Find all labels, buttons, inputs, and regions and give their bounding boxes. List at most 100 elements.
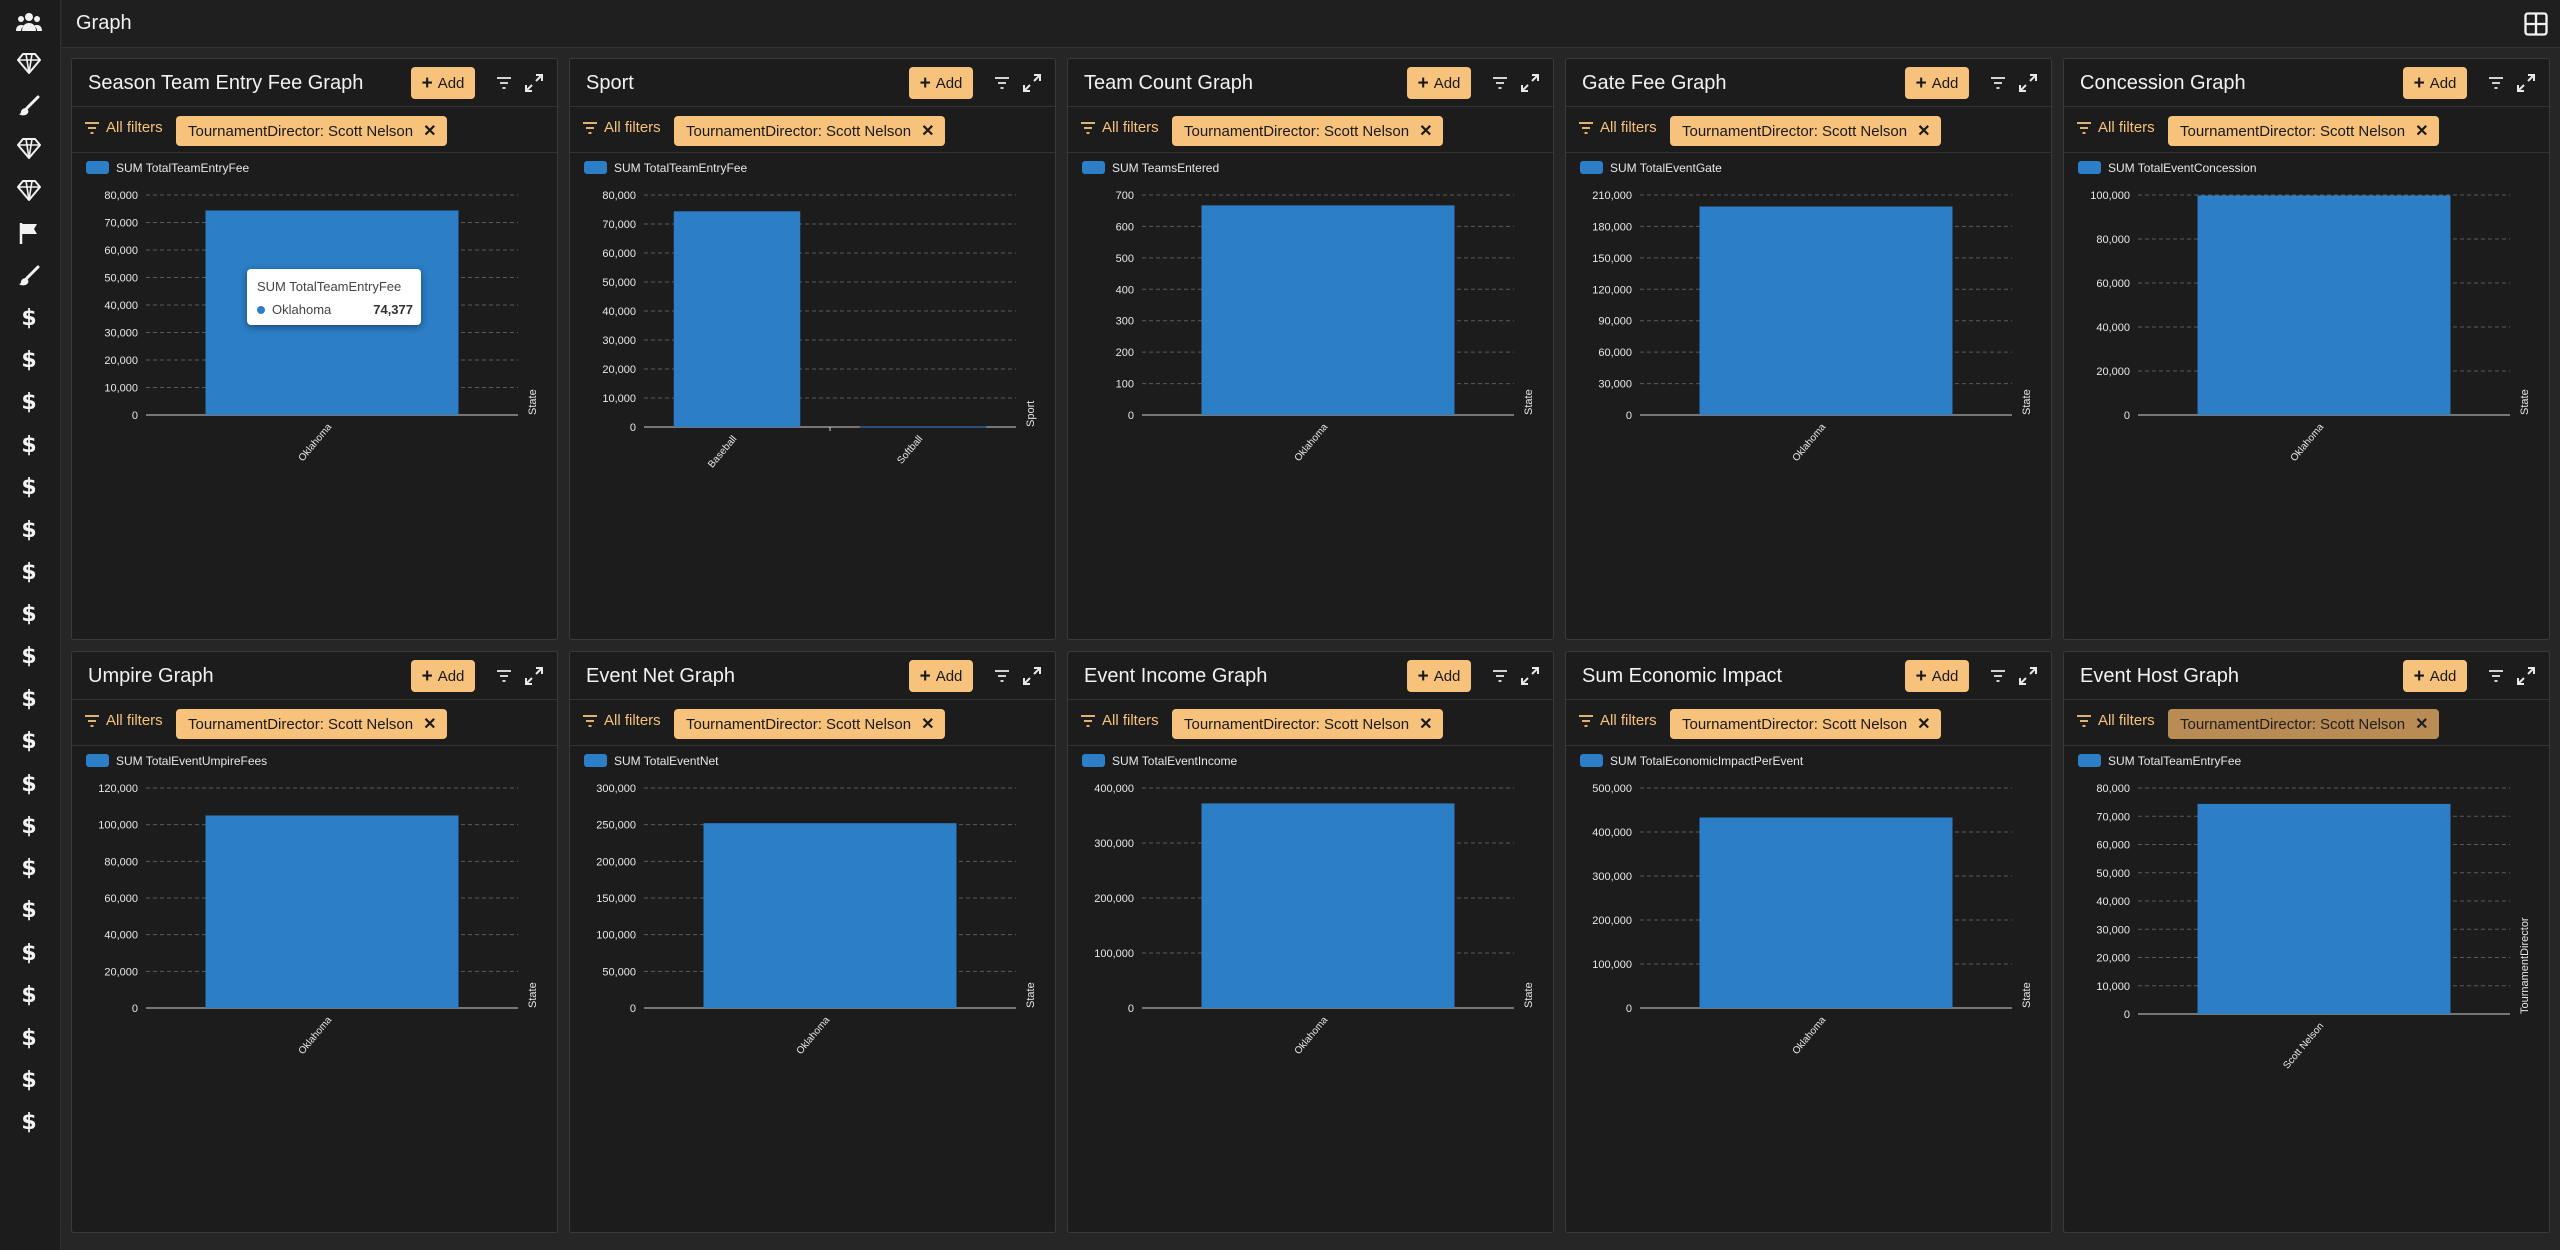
- expand-icon[interactable]: [1021, 72, 1043, 94]
- flag-icon[interactable]: [13, 217, 45, 249]
- all-filters-button[interactable]: All filters: [1578, 119, 1657, 136]
- filter-chip[interactable]: TournamentDirector: Scott Nelson ✕: [2168, 116, 2439, 146]
- legend[interactable]: SUM TotalTeamEntryFee: [86, 161, 249, 175]
- dollar-icon[interactable]: $: [21, 517, 37, 543]
- legend[interactable]: SUM TotalTeamEntryFee: [2078, 754, 2241, 768]
- close-icon[interactable]: ✕: [921, 716, 935, 733]
- expand-icon[interactable]: [2017, 72, 2039, 94]
- brush-icon[interactable]: [13, 260, 45, 292]
- filter-icon[interactable]: [1489, 72, 1511, 94]
- close-icon[interactable]: ✕: [423, 123, 437, 140]
- filter-icon[interactable]: [1987, 665, 2009, 687]
- bar[interactable]: [205, 815, 459, 1009]
- dollar-icon[interactable]: $: [21, 897, 37, 923]
- expand-icon[interactable]: [2515, 665, 2537, 687]
- all-filters-button[interactable]: All filters: [582, 712, 661, 729]
- legend[interactable]: SUM TotalEventConcession: [2078, 161, 2257, 175]
- add-button[interactable]: + Add: [411, 660, 475, 692]
- dollar-icon[interactable]: $: [21, 347, 37, 373]
- filter-chip[interactable]: TournamentDirector: Scott Nelson ✕: [1670, 709, 1941, 739]
- filter-chip[interactable]: TournamentDirector: Scott Nelson ✕: [1172, 709, 1443, 739]
- close-icon[interactable]: ✕: [2415, 123, 2429, 140]
- dollar-icon[interactable]: $: [21, 686, 37, 712]
- filter-icon[interactable]: [1489, 665, 1511, 687]
- filter-chip[interactable]: TournamentDirector: Scott Nelson ✕: [674, 116, 945, 146]
- add-button[interactable]: + Add: [1905, 67, 1969, 99]
- bar[interactable]: [1201, 803, 1455, 1008]
- filter-chip[interactable]: TournamentDirector: Scott Nelson ✕: [674, 709, 945, 739]
- close-icon[interactable]: ✕: [2415, 716, 2429, 733]
- legend[interactable]: SUM TotalEconomicImpactPerEvent: [1580, 754, 1804, 768]
- filter-icon[interactable]: [991, 72, 1013, 94]
- users-icon[interactable]: [13, 6, 45, 38]
- brush-icon[interactable]: [13, 90, 45, 122]
- add-button[interactable]: + Add: [1407, 660, 1471, 692]
- filter-icon[interactable]: [991, 665, 1013, 687]
- filter-icon[interactable]: [1987, 72, 2009, 94]
- filter-icon[interactable]: [493, 72, 515, 94]
- add-button[interactable]: + Add: [1905, 660, 1969, 692]
- close-icon[interactable]: ✕: [1419, 123, 1433, 140]
- dollar-icon[interactable]: $: [21, 601, 37, 627]
- layout-grid-icon[interactable]: [2522, 10, 2550, 38]
- diamond-icon[interactable]: [13, 132, 45, 164]
- legend[interactable]: SUM TotalEventGate: [1580, 161, 1722, 175]
- bar[interactable]: [1699, 817, 1953, 1008]
- dollar-icon[interactable]: $: [21, 1025, 37, 1051]
- filter-chip[interactable]: TournamentDirector: Scott Nelson ✕: [176, 116, 447, 146]
- legend[interactable]: SUM TotalTeamEntryFee: [584, 161, 747, 175]
- diamond-icon[interactable]: [13, 47, 45, 79]
- filter-chip[interactable]: TournamentDirector: Scott Nelson ✕: [2168, 709, 2439, 739]
- bar[interactable]: [1699, 206, 1953, 415]
- filter-icon[interactable]: [493, 665, 515, 687]
- all-filters-button[interactable]: All filters: [84, 712, 163, 729]
- close-icon[interactable]: ✕: [921, 123, 935, 140]
- all-filters-button[interactable]: All filters: [582, 119, 661, 136]
- filter-chip[interactable]: TournamentDirector: Scott Nelson ✕: [176, 709, 447, 739]
- expand-icon[interactable]: [1519, 665, 1541, 687]
- legend[interactable]: SUM TeamsEntered: [1082, 161, 1219, 175]
- dollar-icon[interactable]: $: [21, 305, 37, 331]
- all-filters-button[interactable]: All filters: [1080, 712, 1159, 729]
- legend[interactable]: SUM TotalEventIncome: [1082, 754, 1237, 768]
- legend[interactable]: SUM TotalEventNet: [584, 754, 719, 768]
- close-icon[interactable]: ✕: [1917, 123, 1931, 140]
- add-button[interactable]: + Add: [2403, 67, 2467, 99]
- diamond-icon[interactable]: [13, 174, 45, 206]
- bar[interactable]: [673, 211, 801, 427]
- legend[interactable]: SUM TotalEventUmpireFees: [86, 754, 267, 768]
- dollar-icon[interactable]: $: [21, 643, 37, 669]
- expand-icon[interactable]: [523, 72, 545, 94]
- expand-icon[interactable]: [1519, 72, 1541, 94]
- add-button[interactable]: + Add: [2403, 660, 2467, 692]
- dollar-icon[interactable]: $: [21, 432, 37, 458]
- dollar-icon[interactable]: $: [21, 982, 37, 1008]
- all-filters-button[interactable]: All filters: [1578, 712, 1657, 729]
- filter-chip[interactable]: TournamentDirector: Scott Nelson ✕: [1172, 116, 1443, 146]
- expand-icon[interactable]: [2017, 665, 2039, 687]
- close-icon[interactable]: ✕: [1917, 716, 1931, 733]
- filter-icon[interactable]: [2485, 665, 2507, 687]
- dollar-icon[interactable]: $: [21, 940, 37, 966]
- dollar-icon[interactable]: $: [21, 559, 37, 585]
- dollar-icon[interactable]: $: [21, 771, 37, 797]
- expand-icon[interactable]: [2515, 72, 2537, 94]
- filter-icon[interactable]: [2485, 72, 2507, 94]
- add-button[interactable]: + Add: [411, 67, 475, 99]
- bar[interactable]: [1201, 205, 1455, 415]
- add-button[interactable]: + Add: [1407, 67, 1471, 99]
- dollar-icon[interactable]: $: [21, 813, 37, 839]
- dollar-icon[interactable]: $: [21, 728, 37, 754]
- all-filters-button[interactable]: All filters: [1080, 119, 1159, 136]
- add-button[interactable]: + Add: [909, 67, 973, 99]
- dollar-icon[interactable]: $: [21, 1067, 37, 1093]
- bar[interactable]: [2197, 195, 2451, 415]
- all-filters-button[interactable]: All filters: [2076, 119, 2155, 136]
- dollar-icon[interactable]: $: [21, 474, 37, 500]
- dollar-icon[interactable]: $: [21, 855, 37, 881]
- close-icon[interactable]: ✕: [423, 716, 437, 733]
- all-filters-button[interactable]: All filters: [84, 119, 163, 136]
- filter-chip[interactable]: TournamentDirector: Scott Nelson ✕: [1670, 116, 1941, 146]
- expand-icon[interactable]: [523, 665, 545, 687]
- all-filters-button[interactable]: All filters: [2076, 712, 2155, 729]
